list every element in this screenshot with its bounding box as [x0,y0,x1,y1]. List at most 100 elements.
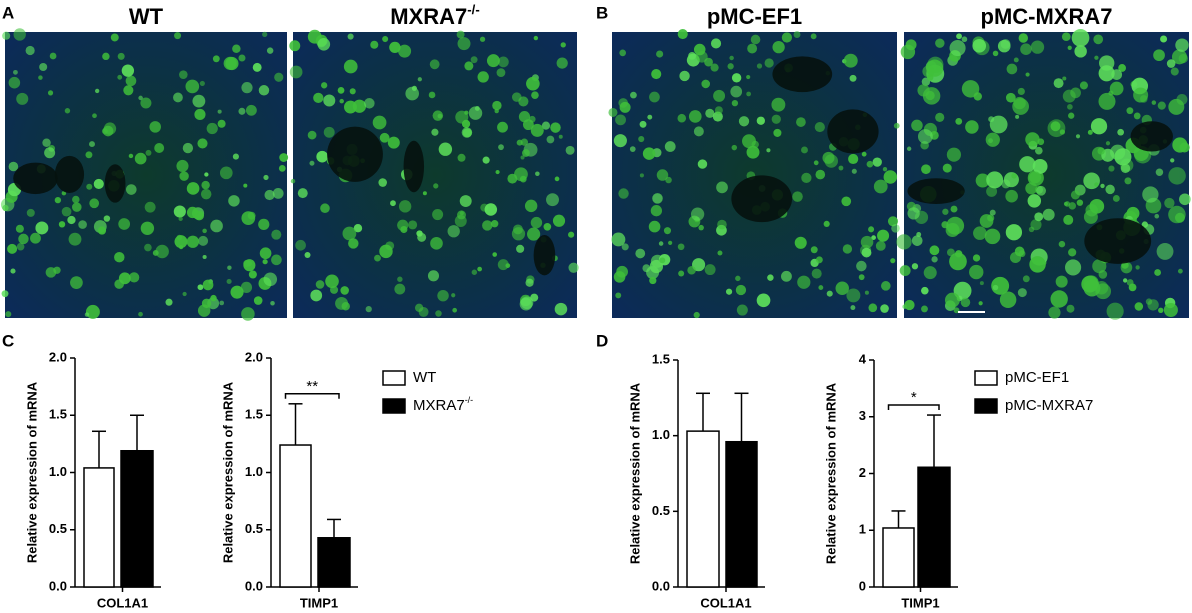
fluorescence-spot [492,252,498,257]
fluorescence-spot [197,304,211,317]
fluorescence-spot [227,265,232,270]
fluorescence-spot [972,254,981,262]
fluorescence-spot [1067,103,1073,110]
y-tick-label: 0.0 [49,578,67,593]
fluorescence-spot [482,156,490,164]
fluorescence-spot [1120,163,1131,174]
fluorescence-spot [1109,81,1124,96]
vessel [533,235,556,276]
fluorescence-spot [378,178,387,187]
micrograph [904,32,1189,318]
fluorescence-spot [1158,307,1164,313]
fluorescence-spot [459,195,472,208]
fluorescence-spot [1118,64,1127,72]
fluorescence-spot [1017,87,1025,96]
fluorescence-spot [648,220,661,233]
y-tick-label: 1.0 [652,427,670,442]
fluorescence-spot [911,119,923,132]
fluorescence-spot [197,138,208,149]
fluorescence-spot [1168,98,1185,115]
fluorescence-spot [430,237,443,250]
fluorescence-spot [78,220,87,229]
fluorescence-spot [417,77,422,82]
fluorescence-spot [198,235,209,246]
y-tick-label: 2.0 [49,349,67,364]
fluorescence-spot [1063,214,1074,225]
fluorescence-spot [505,263,511,268]
fluorescence-spot [95,88,100,94]
fluorescence-spot [1066,304,1075,313]
fluorescence-spot [25,45,35,56]
fluorescence-spot [550,122,561,133]
fluorescence-spot [200,188,212,200]
y-axis-label: Relative expression of mRNA [220,381,235,563]
fluorescence-spot [1029,256,1046,273]
y-tick-label: 1 [859,522,866,537]
fluorescence-spot [123,85,134,96]
fluorescence-spot [482,220,493,231]
fluorescence-spot [1029,171,1042,184]
fluorescence-spot [457,37,471,51]
fluorescence-spot [846,288,861,303]
fluorescence-spot [53,266,61,274]
fluorescence-spot [814,121,825,133]
fluorescence-spot [486,54,500,68]
fluorescence-spot [735,284,747,296]
fluorescence-spot [946,216,965,235]
panel-label: D [596,331,608,350]
fluorescence-spot [179,171,189,181]
significance-label: ** [306,378,318,395]
legend-swatch [382,398,406,414]
fluorescence-spot [149,121,161,133]
fluorescence-spot [93,178,104,189]
x-tick-label: COL1A1 [97,595,148,610]
fluorescence-spot [923,266,937,280]
fluorescence-spot [217,119,226,128]
fluorescence-spot [219,166,233,180]
fluorescence-spot [642,147,656,160]
fluorescence-spot [822,151,835,164]
fluorescence-spot [992,50,999,57]
fluorescence-spot [447,225,460,238]
fluorescence-spot [1160,35,1168,43]
fluorescence-spot [693,311,700,319]
fluorescence-spot [1062,76,1067,81]
fluorescence-spot [717,219,727,230]
fluorescence-spot [241,82,253,94]
fluorescence-spot [1025,132,1040,147]
fluorescence-spot [710,38,722,49]
fluorescence-spot [921,164,931,175]
fluorescence-spot [946,147,962,162]
fluorescence-spot [307,130,317,140]
fluorescence-spot [1005,224,1023,241]
fluorescence-spot [1123,278,1128,283]
fluorescence-spot [1135,265,1140,270]
fluorescence-spot [931,256,938,263]
superscript: -/- [467,2,479,17]
fluorescence-spot [656,169,669,181]
fluorescence-spot [639,120,647,128]
fluorescence-spot [797,275,811,289]
fluorescence-spot [320,203,330,214]
fluorescence-spot [38,75,43,80]
significance-bracket [284,393,340,399]
fluorescence-spot [756,63,763,69]
fluorescence-spot [452,307,458,313]
fluorescence-spot [842,244,853,254]
fluorescence-spot [241,307,255,321]
fluorescence-spot [47,90,54,96]
fluorescence-spot [738,116,750,127]
fluorescence-spot [713,89,726,102]
fluorescence-spot [89,198,100,209]
fluorescence-spot [176,159,189,173]
fluorescence-spot [118,272,131,285]
fluorescence-spot [64,108,71,114]
fluorescence-spot [192,94,206,108]
fluorescence-spot [989,209,996,216]
fluorescence-spot [1005,92,1016,103]
fluorescence-spot [796,117,806,127]
fluorescence-spot [811,268,822,279]
fluorescence-spot [750,34,761,45]
fluorescence-spot [729,55,734,61]
